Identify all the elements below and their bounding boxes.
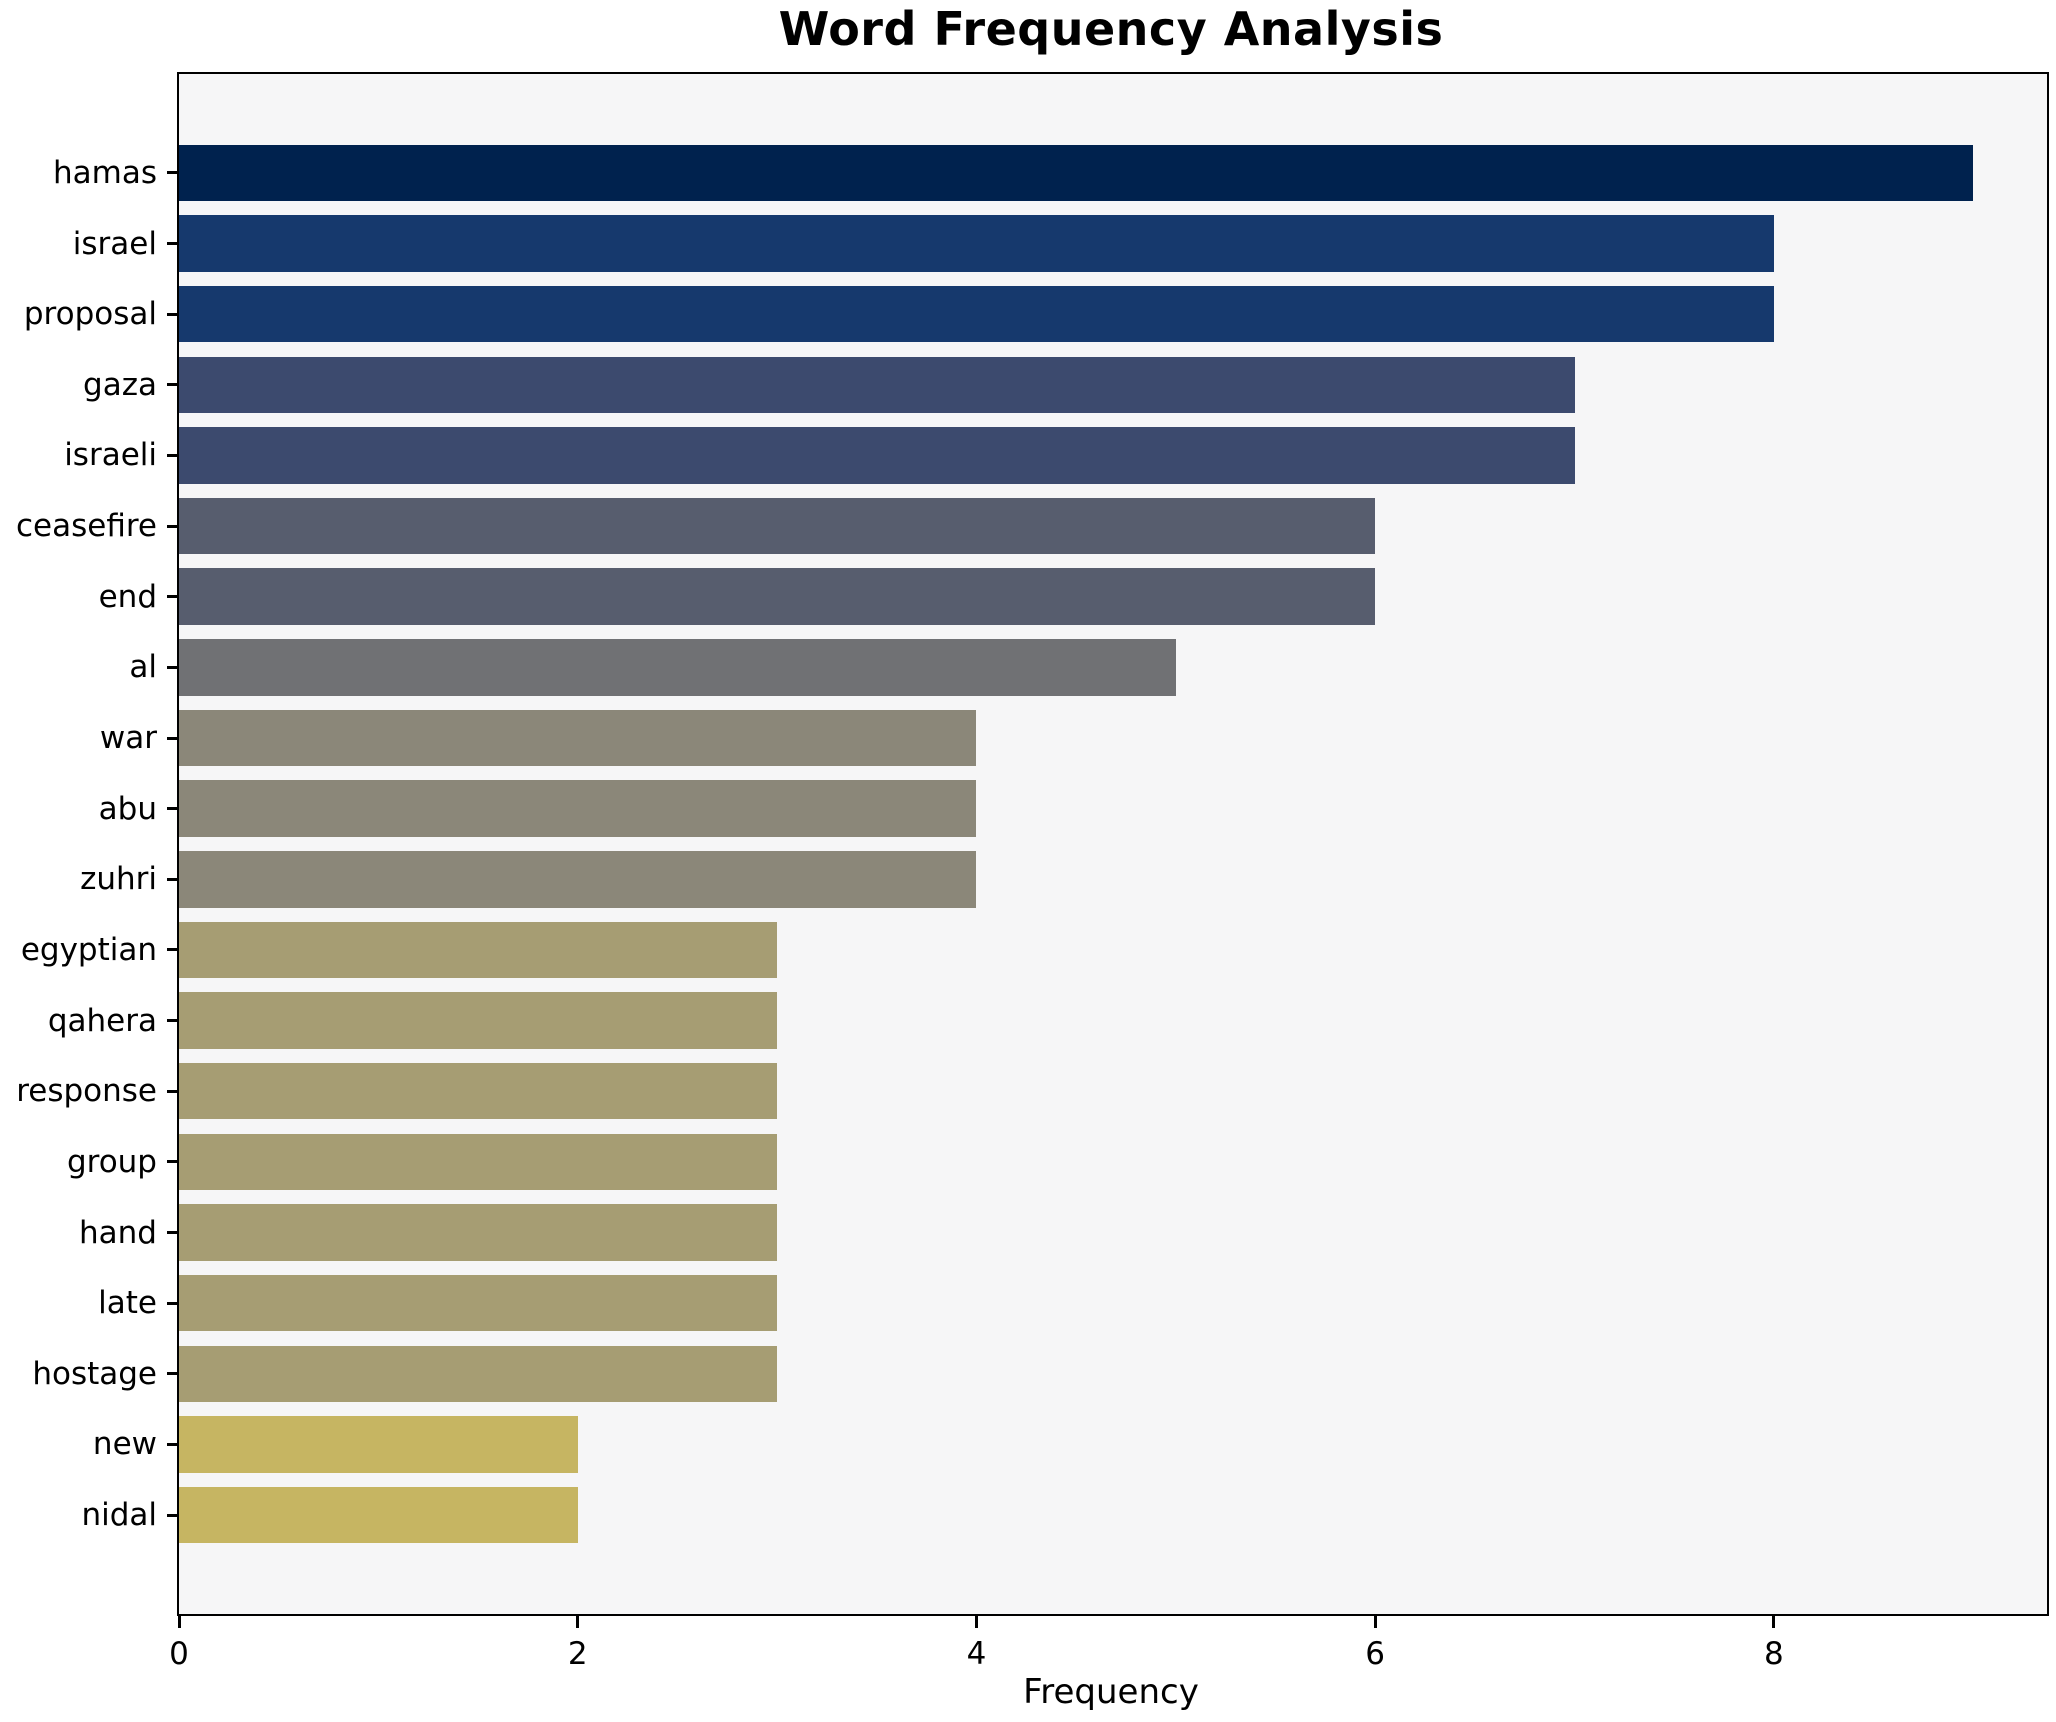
bar-late: [179, 1274, 778, 1332]
y-tick-label-new: new: [92, 1426, 157, 1463]
x-tick-mark: [177, 1616, 181, 1628]
bar-abu: [179, 780, 977, 837]
bar-israeli: [179, 427, 1575, 484]
bar-egyptian: [179, 921, 778, 979]
bar-war: [179, 709, 977, 767]
bar-zuhri: [179, 851, 977, 908]
y-tick-label-proposal: proposal: [23, 296, 157, 333]
x-tick-label-8: 8: [1764, 1636, 1784, 1672]
y-tick-label-end: end: [98, 578, 157, 615]
y-tick-label-gaza: gaza: [83, 366, 157, 403]
y-tick-mark: [167, 242, 179, 246]
x-tick-mark: [974, 1616, 978, 1628]
y-tick-label-hand: hand: [79, 1214, 157, 1251]
plot-area: hamas israel proposal gaza israeli ceasefire e…: [16, 72, 2049, 1672]
y-tick-mark: [167, 1301, 179, 1305]
bar-hand: [179, 1204, 778, 1261]
bar-gaza: [179, 356, 1575, 414]
y-tick-mark: [167, 1160, 179, 1164]
bar-qahera: [179, 992, 778, 1049]
y-tick-label-abu: abu: [98, 790, 157, 827]
bar-group: [179, 1133, 778, 1191]
y-tick-mark: [167, 665, 179, 669]
bar-response: [179, 1062, 778, 1120]
y-tick-label-hostage: hostage: [32, 1355, 157, 1392]
y-tick-label-group: group: [66, 1143, 157, 1180]
x-tick-mark: [1373, 1616, 1377, 1628]
y-tick-mark: [167, 1089, 179, 1093]
bar-nidal: [179, 1486, 578, 1544]
y-tick-mark: [167, 1019, 179, 1023]
bar-ceasefire: [179, 497, 1376, 555]
bar-new: [179, 1416, 578, 1473]
y-tick-mark: [167, 807, 179, 811]
y-tick-mark: [167, 312, 179, 316]
y-tick-label-israel: israel: [72, 225, 157, 262]
bar-hamas: [179, 144, 1974, 202]
y-tick-label-israeli: israeli: [64, 437, 157, 474]
y-tick-label-war: war: [99, 720, 157, 757]
x-tick-label-4: 4: [966, 1636, 987, 1672]
y-tick-label-response: response: [16, 1073, 157, 1110]
y-tick-mark: [167, 171, 179, 175]
x-tick-label-2: 2: [567, 1636, 588, 1672]
y-tick-mark: [167, 524, 179, 528]
x-tick-label-6: 6: [1365, 1636, 1386, 1672]
y-tick-label-al: al: [129, 649, 157, 686]
x-axis-label: Frequency: [1023, 1672, 1199, 1712]
y-tick-mark: [167, 736, 179, 740]
bar-al: [179, 639, 1176, 696]
y-tick-label-hamas: hamas: [53, 154, 157, 191]
y-tick-mark: [167, 383, 179, 387]
y-tick-mark: [167, 1231, 179, 1235]
y-tick-label-ceasefire: ceasefire: [16, 508, 157, 545]
y-tick-mark: [167, 1372, 179, 1376]
y-tick-label-qahera: qahera: [47, 1002, 157, 1039]
bar-proposal: [179, 285, 1774, 343]
bar-hostage: [179, 1345, 778, 1403]
x-tick-label-0: 0: [169, 1636, 189, 1672]
x-tick-mark: [1772, 1616, 1776, 1628]
bar-end: [179, 568, 1376, 625]
y-tick-label-nidal: nidal: [81, 1497, 157, 1534]
y-tick-mark: [167, 948, 179, 952]
y-tick-mark: [167, 595, 179, 599]
chart-title: Word Frequency Analysis: [778, 2, 1444, 56]
x-tick-mark: [576, 1616, 580, 1628]
y-tick-label-egyptian: egyptian: [20, 931, 157, 968]
bar-israel: [179, 215, 1774, 272]
y-tick-mark: [167, 877, 179, 881]
y-tick-label-late: late: [98, 1285, 157, 1322]
y-tick-mark: [167, 453, 179, 457]
y-tick-label-zuhri: zuhri: [80, 861, 157, 898]
y-tick-mark: [167, 1513, 179, 1517]
y-tick-mark: [167, 1442, 179, 1446]
